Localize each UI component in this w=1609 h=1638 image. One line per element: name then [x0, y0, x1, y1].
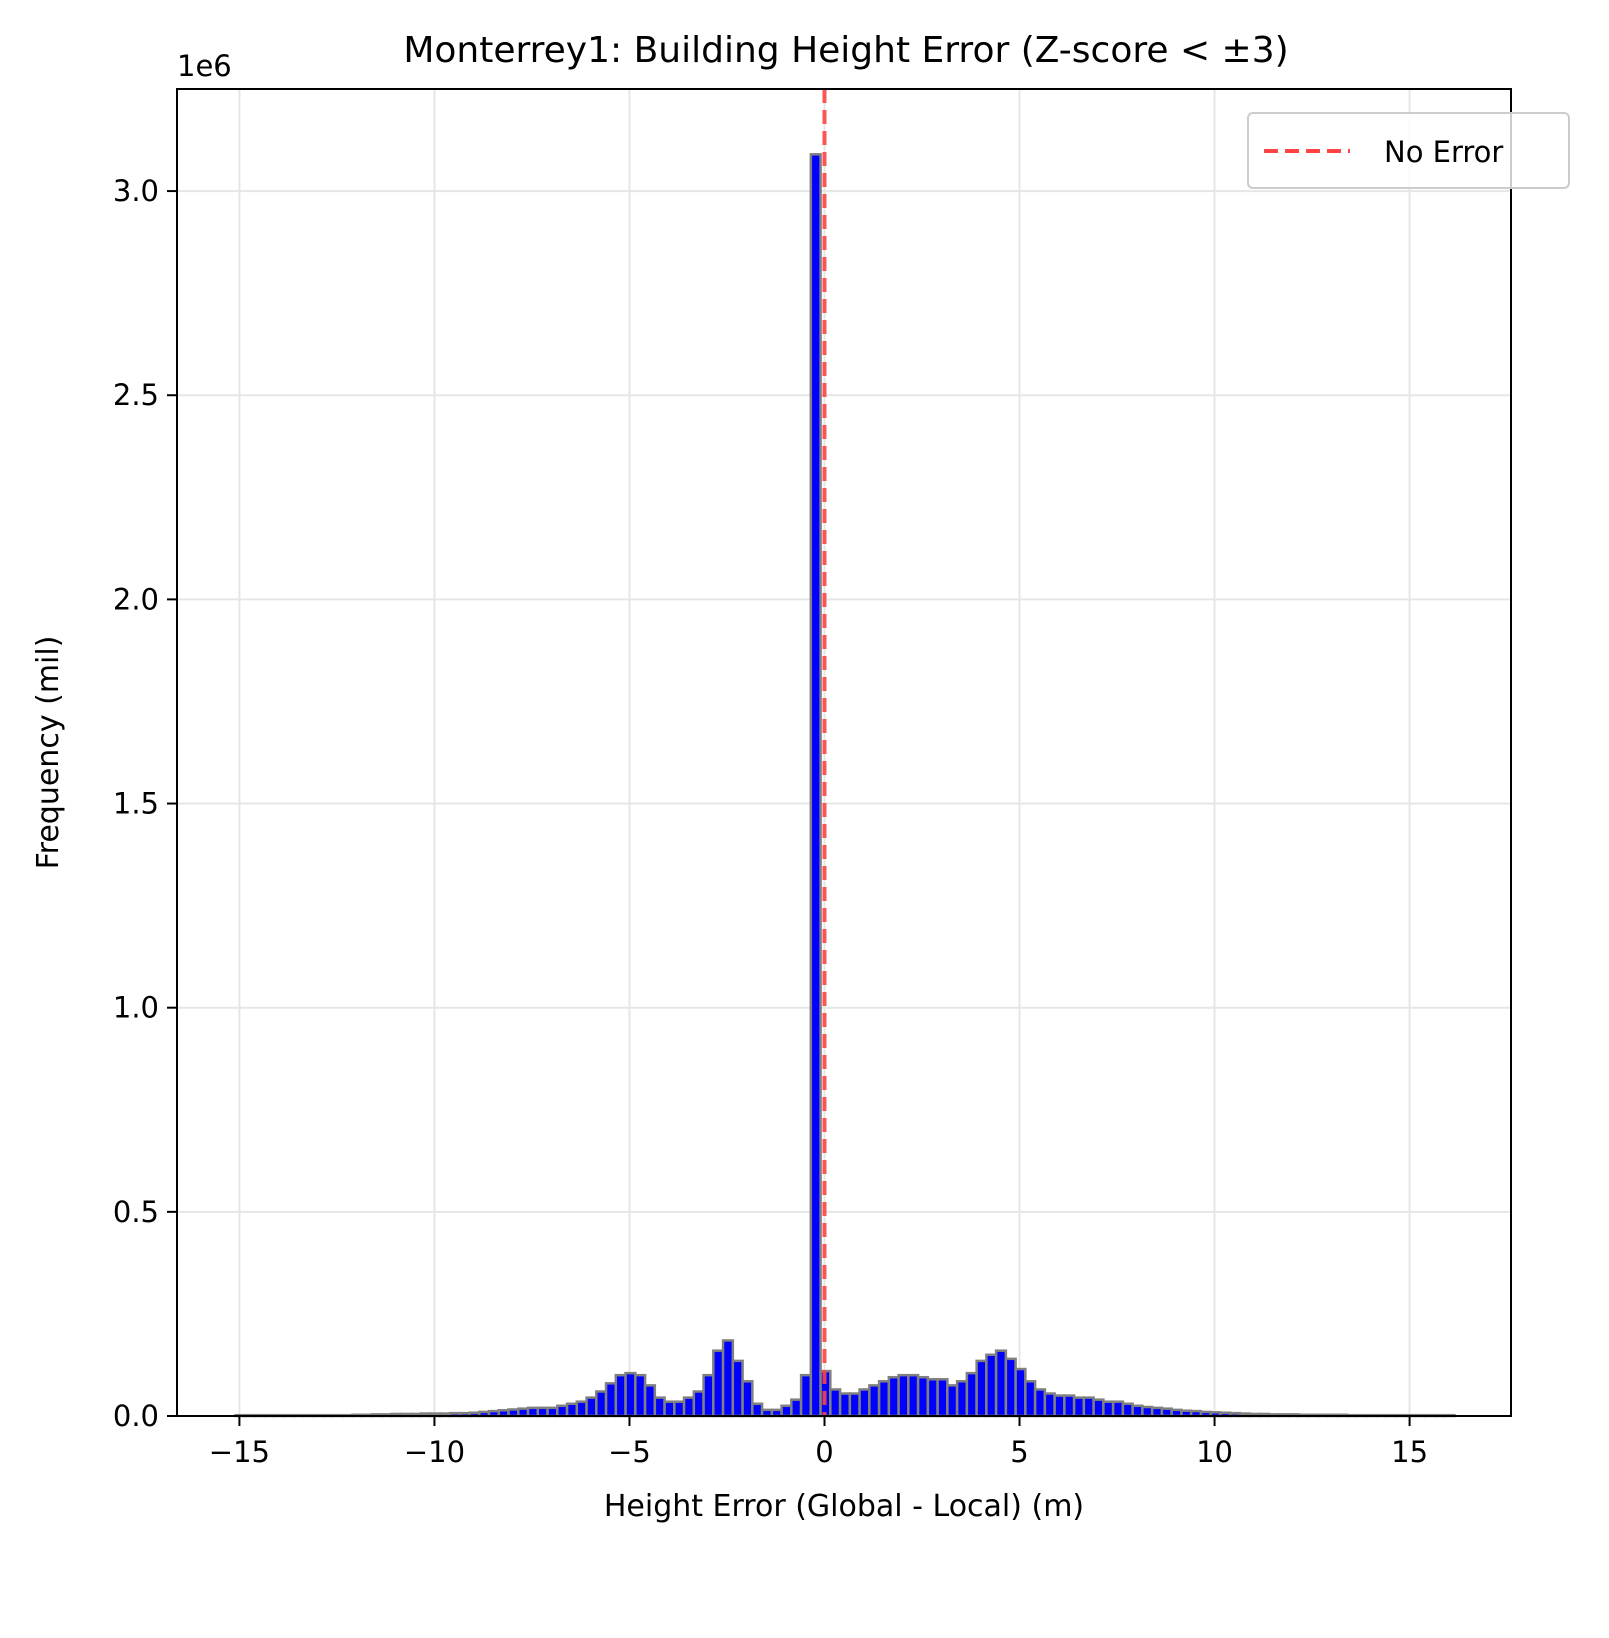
histogram-bar: [517, 1407, 530, 1418]
histogram-bar: [526, 1406, 540, 1418]
histogram-bar: [604, 1382, 618, 1418]
histogram-bar: [809, 153, 822, 1418]
histogram-bar: [858, 1388, 871, 1418]
histogram-bar: [936, 1378, 949, 1418]
y-tick-label: 2.5: [113, 378, 159, 412]
histogram-bar: [692, 1390, 705, 1418]
histogram-bar: [1014, 1367, 1027, 1418]
histogram-bar: [1004, 1357, 1017, 1418]
histogram-bar: [1082, 1396, 1095, 1418]
legend: No Error: [1247, 112, 1570, 189]
histogram-bar: [975, 1359, 988, 1418]
x-axis-label: Height Error (Global - Local) (m): [604, 1489, 1084, 1524]
histogram-bar: [955, 1380, 969, 1418]
y-tick-label: 1.5: [113, 787, 159, 821]
histogram-bar: [634, 1373, 647, 1418]
histogram-bar: [1053, 1394, 1066, 1418]
histogram-bar: [575, 1400, 588, 1418]
x-tick-label: 10: [1196, 1435, 1233, 1469]
histogram-bar: [887, 1375, 900, 1418]
x-tick-label: 5: [1010, 1435, 1028, 1469]
y-axis-label: Frequency (mil): [31, 636, 66, 870]
histogram-bar: [663, 1400, 676, 1418]
plot-frame: [176, 88, 1512, 1417]
y-tick-label: 2.0: [113, 582, 159, 616]
histogram-bar: [702, 1373, 715, 1418]
x-tick-label: −15: [209, 1435, 270, 1469]
histogram-bar: [877, 1380, 891, 1418]
x-tick-label: −5: [608, 1435, 651, 1469]
histogram-bar: [829, 1388, 842, 1418]
histogram-bar: [673, 1400, 686, 1418]
histogram-bar: [868, 1384, 881, 1418]
histogram-bar: [741, 1380, 754, 1418]
histogram-bar: [799, 1373, 813, 1418]
legend-box: [1247, 112, 1570, 189]
histogram-bar: [1111, 1400, 1125, 1418]
legend-entry-no-error: No Error: [1384, 135, 1503, 169]
histogram-bar: [1072, 1396, 1086, 1418]
histogram-bar: [897, 1373, 910, 1418]
x-axis-ticks: −15 −10 −5 0 5 10 15: [209, 1416, 1428, 1469]
histogram-bar: [790, 1398, 803, 1418]
histogram-bar: [565, 1402, 579, 1418]
histogram-bar: [1033, 1388, 1047, 1418]
histogram-bar: [946, 1384, 959, 1418]
histogram-bar: [907, 1373, 920, 1418]
histogram-bar: [614, 1373, 627, 1418]
histogram-bar: [1121, 1402, 1134, 1418]
y-tick-label: 0.0: [113, 1399, 159, 1433]
histogram-bar: [838, 1392, 852, 1418]
histogram-bar: [653, 1396, 666, 1418]
histogram-bar: [624, 1371, 637, 1418]
histogram-bar: [1150, 1406, 1164, 1418]
histogram-bar: [780, 1404, 793, 1418]
y-tick-label: 0.5: [113, 1195, 159, 1229]
y-tick-label: 1.0: [113, 991, 159, 1025]
histogram-bar: [682, 1396, 696, 1418]
histogram-bar: [1092, 1398, 1105, 1418]
histogram-bar: [1131, 1404, 1144, 1418]
histogram-bar: [536, 1406, 549, 1418]
y-offset-label: 1e6: [177, 49, 232, 83]
histogram-bar: [1063, 1394, 1076, 1418]
chart-title: Monterrey1: Building Height Error (Z-sco…: [403, 30, 1288, 71]
histogram-bar: [1160, 1407, 1173, 1418]
x-tick-label: 15: [1391, 1435, 1428, 1469]
histogram-bar: [1043, 1392, 1056, 1418]
histogram-bar: [556, 1404, 569, 1418]
histogram-bar: [643, 1384, 657, 1418]
histogram-bar: [926, 1378, 939, 1418]
y-tick-label: 3.0: [113, 174, 159, 208]
x-tick-label: −10: [404, 1435, 465, 1469]
histogram-bar: [985, 1353, 998, 1418]
histogram-bar: [712, 1349, 725, 1418]
histogram-bar: [1024, 1380, 1037, 1418]
histogram-bar: [731, 1359, 744, 1418]
y-axis-ticks: 0.0 0.5 1.0 1.5 2.0 2.5 3.0: [113, 174, 177, 1433]
histogram-bar: [1102, 1400, 1115, 1418]
histogram-bar: [595, 1390, 608, 1418]
histogram-bar: [994, 1349, 1008, 1418]
histogram-bar: [916, 1375, 930, 1418]
histogram-bar: [848, 1392, 861, 1418]
histogram-bar: [751, 1402, 764, 1418]
histogram-bar: [585, 1396, 598, 1418]
x-tick-label: 0: [815, 1435, 833, 1469]
histogram-bar: [1141, 1405, 1154, 1418]
histogram-bar: [965, 1371, 978, 1418]
histogram-bar: [721, 1339, 735, 1418]
histogram-bar: [546, 1406, 559, 1418]
